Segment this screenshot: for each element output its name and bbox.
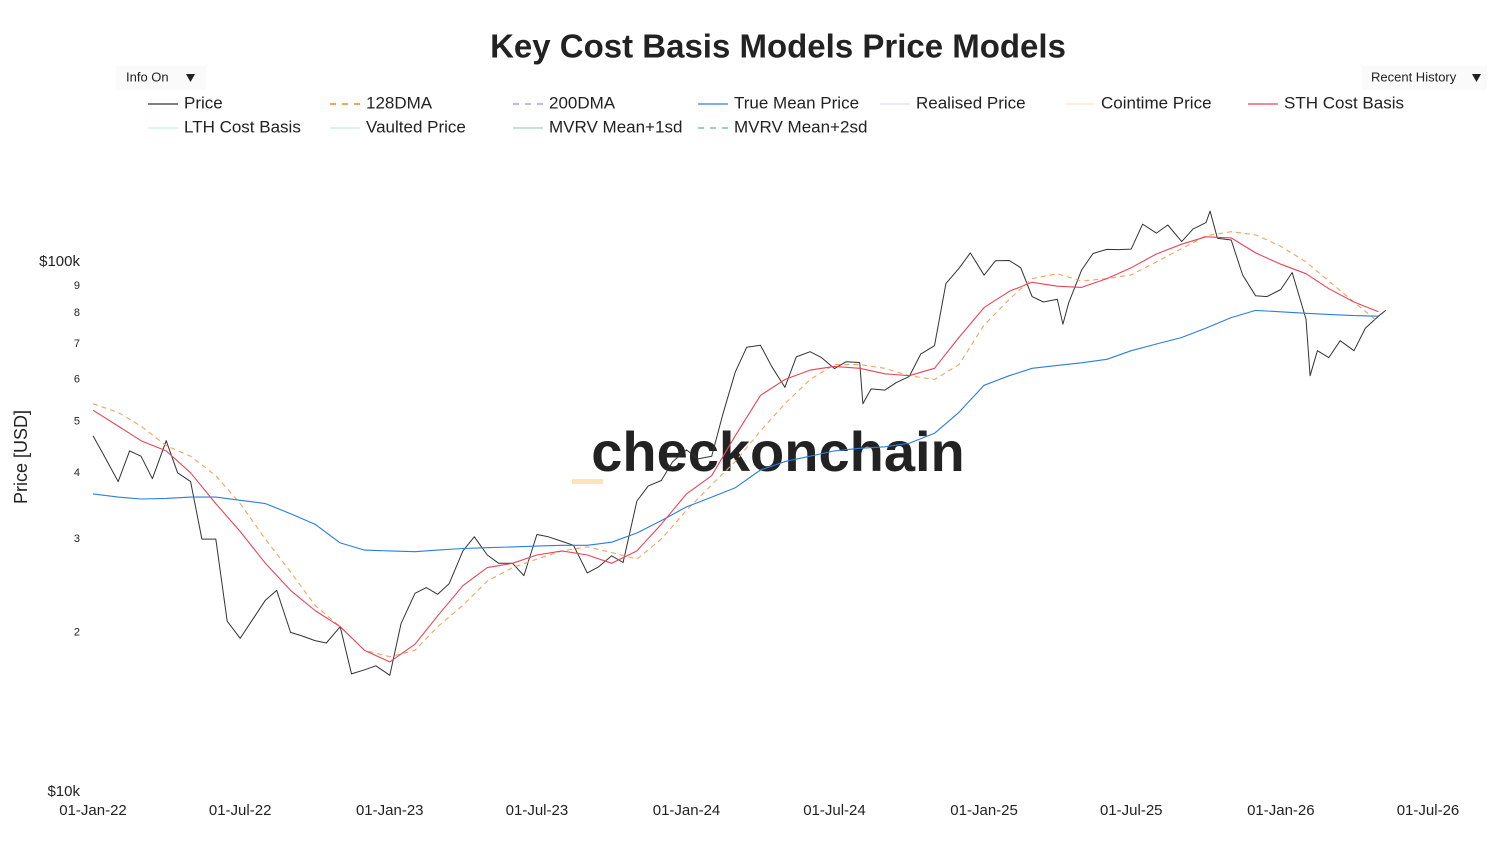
legend-label[interactable]: STH Cost Basis bbox=[1284, 93, 1404, 112]
legend-label[interactable]: Realised Price bbox=[916, 93, 1026, 112]
y-tick-label: $100k bbox=[39, 253, 80, 270]
series-line bbox=[92, 236, 1379, 663]
info-dropdown[interactable]: Info On bbox=[116, 66, 206, 90]
dropdown-label[interactable]: Recent History bbox=[1371, 69, 1457, 84]
legend-label[interactable]: LTH Cost Basis bbox=[184, 117, 301, 136]
history-dropdown[interactable]: Recent History bbox=[1362, 66, 1487, 90]
x-tick-label: 01-Jan-26 bbox=[1247, 802, 1315, 819]
y-tick-label: 7 bbox=[74, 338, 80, 350]
legend-label[interactable]: Price bbox=[184, 93, 223, 112]
dropdown-box[interactable] bbox=[1362, 66, 1487, 90]
series-line bbox=[92, 309, 1379, 553]
chart-title: Key Cost Basis Models Price Models bbox=[490, 28, 1066, 65]
legend-label[interactable]: MVRV Mean+2sd bbox=[734, 117, 867, 136]
legend-label[interactable]: MVRV Mean+1sd bbox=[549, 117, 682, 136]
series-line bbox=[92, 231, 1379, 658]
x-tick-label: 01-Jan-25 bbox=[950, 802, 1018, 819]
watermark-accent bbox=[572, 479, 603, 484]
y-tick-label: 2 bbox=[74, 626, 80, 638]
legend-label[interactable]: 200DMA bbox=[549, 93, 616, 112]
x-tick-label: 01-Jul-22 bbox=[209, 802, 272, 819]
legend-label[interactable]: Vaulted Price bbox=[366, 117, 466, 136]
dropdown-label[interactable]: Info On bbox=[126, 69, 169, 84]
x-tick-label: 01-Jul-26 bbox=[1397, 802, 1460, 819]
y-tick-label: 3 bbox=[74, 533, 80, 545]
y-tick-label: 5 bbox=[74, 415, 80, 427]
y-tick-label: 6 bbox=[74, 373, 80, 385]
series-line bbox=[92, 210, 1387, 676]
legend-label[interactable]: 128DMA bbox=[366, 93, 433, 112]
legend-label[interactable]: True Mean Price bbox=[734, 93, 859, 112]
y-tick-label: 8 bbox=[74, 307, 80, 319]
x-tick-label: 01-Jan-24 bbox=[653, 802, 721, 819]
watermark: checkonchain bbox=[591, 420, 964, 483]
dropdown-arrow[interactable] bbox=[1472, 74, 1481, 82]
x-tick-label: 01-Jul-25 bbox=[1100, 802, 1163, 819]
legend-label[interactable]: Cointime Price bbox=[1101, 93, 1212, 112]
x-tick-label: 01-Jul-23 bbox=[506, 802, 569, 819]
y-tick-label: 9 bbox=[74, 280, 80, 292]
y-tick-label: $10k bbox=[47, 783, 80, 800]
dropdown-arrow[interactable] bbox=[186, 74, 195, 82]
y-tick-label: 4 bbox=[74, 467, 80, 479]
x-tick-label: 01-Jan-23 bbox=[356, 802, 424, 819]
y-axis-label: Price [USD] bbox=[11, 410, 31, 504]
x-tick-label: 01-Jul-24 bbox=[803, 802, 866, 819]
x-tick-label: 01-Jan-22 bbox=[59, 802, 127, 819]
